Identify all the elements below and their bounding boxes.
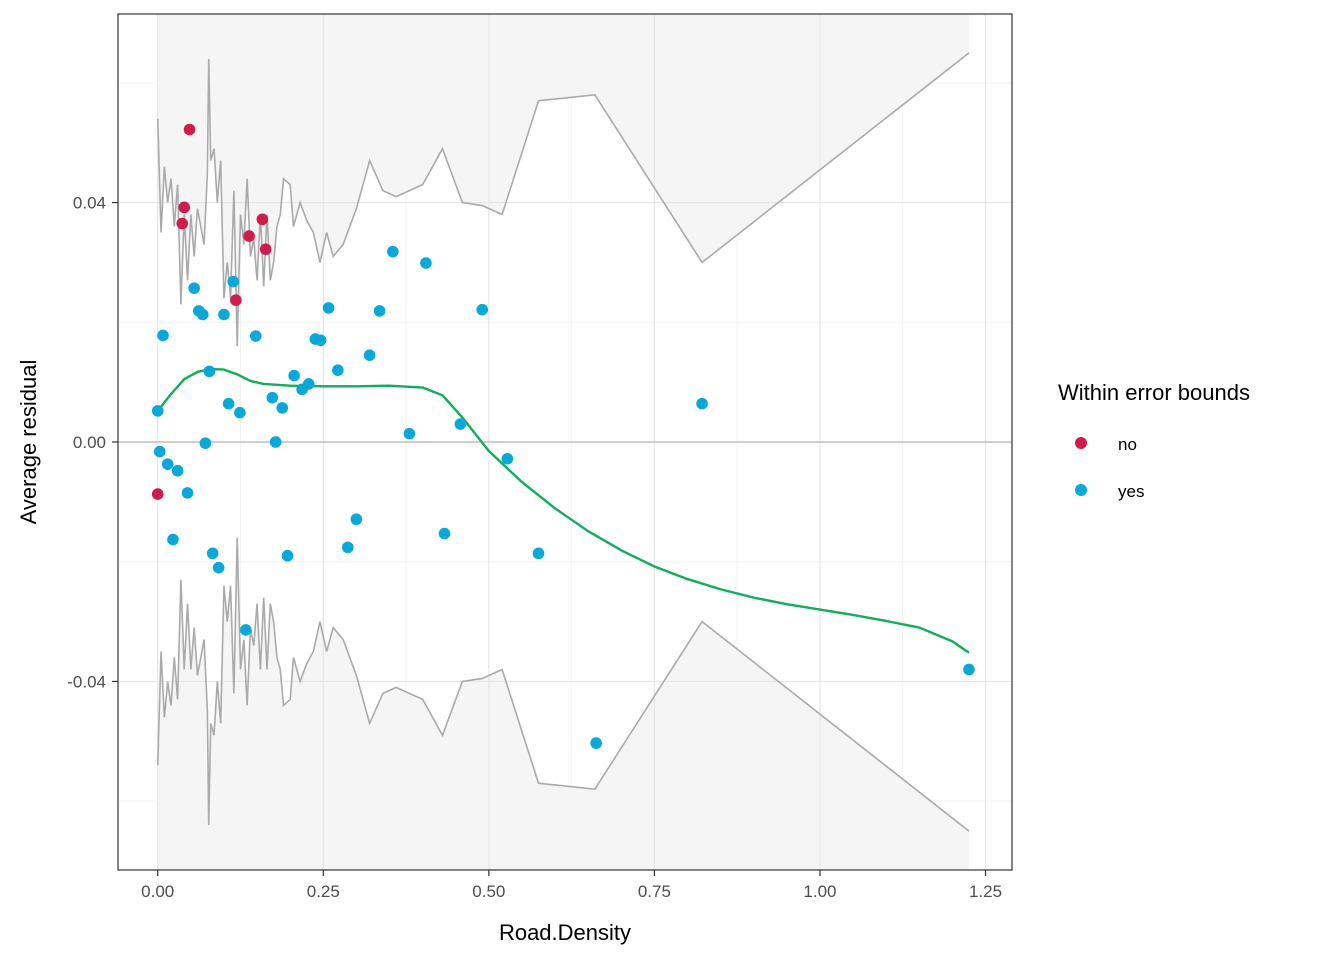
legend-key-yes bbox=[1075, 484, 1087, 496]
y-axis-title: Average residual bbox=[16, 360, 41, 525]
data-point-yes bbox=[696, 397, 708, 410]
data-point-yes bbox=[454, 418, 467, 430]
data-point-yes bbox=[276, 402, 289, 414]
data-point-yes bbox=[240, 624, 252, 636]
data-point-yes bbox=[153, 445, 166, 458]
legend: Within error bounds no yes bbox=[1058, 380, 1250, 501]
x-tick-label: 0.75 bbox=[638, 882, 671, 901]
data-point-yes bbox=[249, 330, 262, 342]
x-axis-ticks: 0.00 0.25 0.50 0.75 1.00 1.25 bbox=[141, 870, 1002, 901]
x-tick-label: 0.50 bbox=[472, 882, 505, 901]
data-point-no bbox=[178, 201, 191, 214]
data-point-yes bbox=[403, 427, 416, 440]
error-band-upper-line bbox=[156, 52, 970, 347]
y-tick-label: 0.04 bbox=[73, 194, 106, 213]
data-point-yes bbox=[199, 437, 212, 449]
y-tick-label: 0.00 bbox=[73, 433, 106, 452]
data-point-yes bbox=[281, 549, 294, 562]
smooth-trend-line bbox=[156, 367, 970, 654]
y-axis-ticks: -0.04 0.00 0.04 bbox=[67, 194, 118, 691]
data-point-yes bbox=[532, 547, 545, 560]
data-point-yes bbox=[387, 245, 399, 258]
data-point-no bbox=[230, 294, 242, 306]
x-tick-label: 0.25 bbox=[307, 882, 340, 901]
data-point-yes bbox=[332, 364, 344, 376]
data-point-no bbox=[256, 213, 269, 226]
data-point-yes bbox=[501, 452, 514, 465]
data-point-yes bbox=[171, 464, 184, 477]
x-tick-label: 1.25 bbox=[969, 882, 1002, 901]
data-point-yes bbox=[203, 365, 216, 378]
legend-title: Within error bounds bbox=[1058, 380, 1250, 405]
data-point-yes bbox=[181, 487, 194, 499]
data-point-yes bbox=[188, 282, 200, 294]
data-point-yes bbox=[350, 513, 363, 526]
data-points bbox=[151, 123, 975, 749]
data-point-yes bbox=[227, 275, 240, 288]
data-point-yes bbox=[322, 302, 335, 314]
data-point-yes bbox=[151, 405, 164, 417]
data-point-yes bbox=[590, 737, 602, 749]
data-point-yes bbox=[206, 547, 219, 560]
data-point-yes bbox=[212, 561, 225, 574]
data-point-yes bbox=[476, 303, 489, 316]
data-point-yes bbox=[963, 663, 975, 676]
data-point-yes bbox=[266, 391, 279, 404]
error-band-lines bbox=[156, 52, 970, 832]
legend-key-no bbox=[1075, 437, 1087, 449]
data-point-yes bbox=[218, 308, 230, 321]
data-point-yes bbox=[167, 533, 179, 546]
data-point-yes bbox=[373, 305, 386, 317]
data-point-yes bbox=[302, 378, 315, 390]
data-point-yes bbox=[269, 436, 282, 448]
data-point-yes bbox=[420, 257, 432, 269]
data-point-yes bbox=[161, 458, 174, 470]
data-point-no bbox=[151, 488, 164, 500]
error-band-lower-line bbox=[156, 537, 970, 832]
data-point-yes bbox=[438, 527, 451, 540]
data-point-no bbox=[183, 123, 196, 136]
x-axis-title: Road.Density bbox=[499, 920, 631, 945]
data-point-yes bbox=[314, 334, 327, 347]
legend-label-yes: yes bbox=[1118, 482, 1144, 501]
data-point-no bbox=[243, 230, 255, 242]
data-point-no bbox=[176, 217, 189, 230]
data-point-yes bbox=[234, 406, 246, 419]
error-band-lower-fill bbox=[157, 537, 969, 870]
data-point-yes bbox=[196, 308, 209, 321]
data-point-no bbox=[259, 243, 272, 256]
legend-label-no: no bbox=[1118, 435, 1137, 454]
data-point-yes bbox=[157, 329, 169, 342]
x-tick-label: 0.00 bbox=[141, 882, 174, 901]
data-point-yes bbox=[363, 349, 376, 362]
error-band-upper-fill bbox=[157, 14, 969, 347]
smooth-trend bbox=[156, 367, 970, 654]
data-point-yes bbox=[341, 541, 354, 554]
x-tick-label: 1.00 bbox=[803, 882, 836, 901]
error-band bbox=[157, 14, 969, 870]
data-point-yes bbox=[288, 369, 300, 382]
y-tick-label: -0.04 bbox=[67, 672, 106, 691]
data-point-yes bbox=[222, 397, 235, 410]
